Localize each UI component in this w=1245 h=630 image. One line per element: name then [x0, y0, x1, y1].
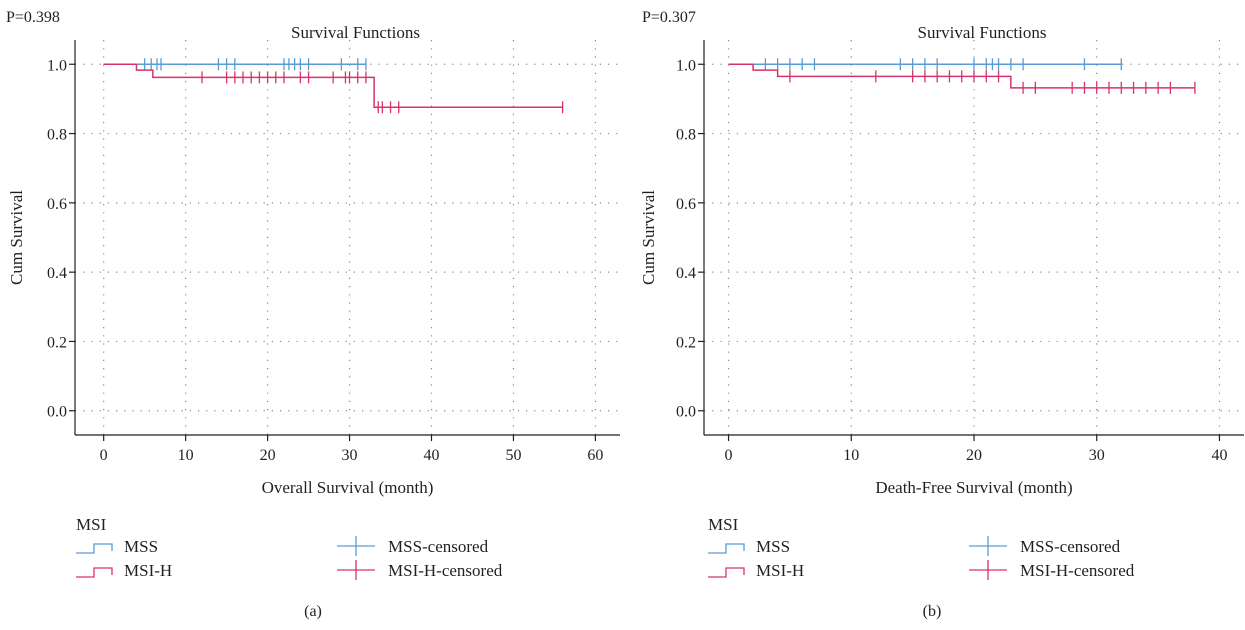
legend: MSI MSS MSS-censored MSI-H MSI-H-censored [708, 515, 1135, 580]
survival-chart-b: P=0.307 Survival Functions 0 10 20 30 40 0.0 0.2… [639, 9, 1244, 620]
series-mss [103, 58, 367, 71]
y-tick-label: 1.0 [47, 57, 67, 74]
series-msi-h [728, 63, 1196, 94]
p-value-label: P=0.307 [642, 9, 696, 26]
y-axis-label: Cum Survival [7, 190, 26, 285]
grid [704, 40, 1244, 435]
x-tick-label: 60 [587, 447, 603, 464]
legend-step-symbol [76, 567, 113, 578]
x-axis-label: Overall Survival (month) [262, 478, 434, 497]
y-tick-label: 0.6 [47, 196, 67, 213]
legend-label: MSS [124, 537, 158, 556]
series-mss [728, 58, 1122, 71]
x-tick-label: 10 [843, 447, 859, 464]
legend-step-symbol [708, 543, 745, 554]
legend-label: MSI-H [124, 561, 172, 580]
y-tick-label: 0.0 [47, 404, 67, 421]
p-value-label: P=0.398 [6, 9, 60, 26]
legend-label: MSI-H [756, 561, 804, 580]
legend-title: MSI [76, 515, 107, 534]
survival-step-line [103, 63, 563, 108]
x-tick-label: 30 [1089, 447, 1105, 464]
panel-caption: (a) [304, 603, 322, 620]
x-tick-label: 20 [966, 447, 982, 464]
survival-panel-a: P=0.398 Survival Functions 0 10 20 30 40 50 60 0.… [0, 0, 622, 630]
y-tick-label: 1.0 [676, 57, 696, 74]
survival-chart-a: P=0.398 Survival Functions 0 10 20 30 40 50 60 0.… [6, 9, 620, 620]
chart-title: Survival Functions [918, 23, 1047, 42]
panel-caption: (b) [923, 603, 942, 620]
y-tick-label: 0.2 [676, 334, 696, 351]
x-tick-label: 20 [260, 447, 276, 464]
legend: MSI MSS MSS-censored MSI-H MSI-H-censored [76, 515, 503, 580]
legend-step-symbol [76, 543, 113, 554]
y-tick-label: 0.8 [47, 127, 67, 144]
x-tick-label: 0 [725, 447, 733, 464]
x-tick-label: 0 [100, 447, 108, 464]
y-tick-label: 0.2 [47, 334, 67, 351]
y-tick-label: 0.0 [676, 404, 696, 421]
x-tick-label: 40 [424, 447, 440, 464]
x-tick-label: 10 [178, 447, 194, 464]
x-axis-label: Death-Free Survival (month) [875, 478, 1072, 497]
y-tick-label: 0.4 [676, 265, 696, 282]
chart-title: Survival Functions [291, 23, 420, 42]
legend-label: MSI-H-censored [1020, 561, 1135, 580]
x-tick-label: 50 [505, 447, 521, 464]
grid [75, 40, 620, 435]
y-tick-label: 0.6 [676, 196, 696, 213]
legend-label: MSI-H-censored [388, 561, 503, 580]
legend-label: MSS [756, 537, 790, 556]
x-tick-label: 30 [342, 447, 358, 464]
legend-step-symbol [708, 567, 745, 578]
y-axis-label: Cum Survival [639, 190, 658, 285]
legend-title: MSI [708, 515, 739, 534]
x-tick-label: 40 [1211, 447, 1227, 464]
legend-label: MSS-censored [388, 537, 489, 556]
survival-step-line [728, 63, 1195, 89]
y-tick-label: 0.8 [676, 127, 696, 144]
survival-panel-b: P=0.307 Survival Functions 0 10 20 30 40 0.0 0.2… [632, 0, 1245, 630]
y-tick-label: 0.4 [47, 265, 67, 282]
series-msi-h [103, 63, 564, 114]
legend-label: MSS-censored [1020, 537, 1121, 556]
